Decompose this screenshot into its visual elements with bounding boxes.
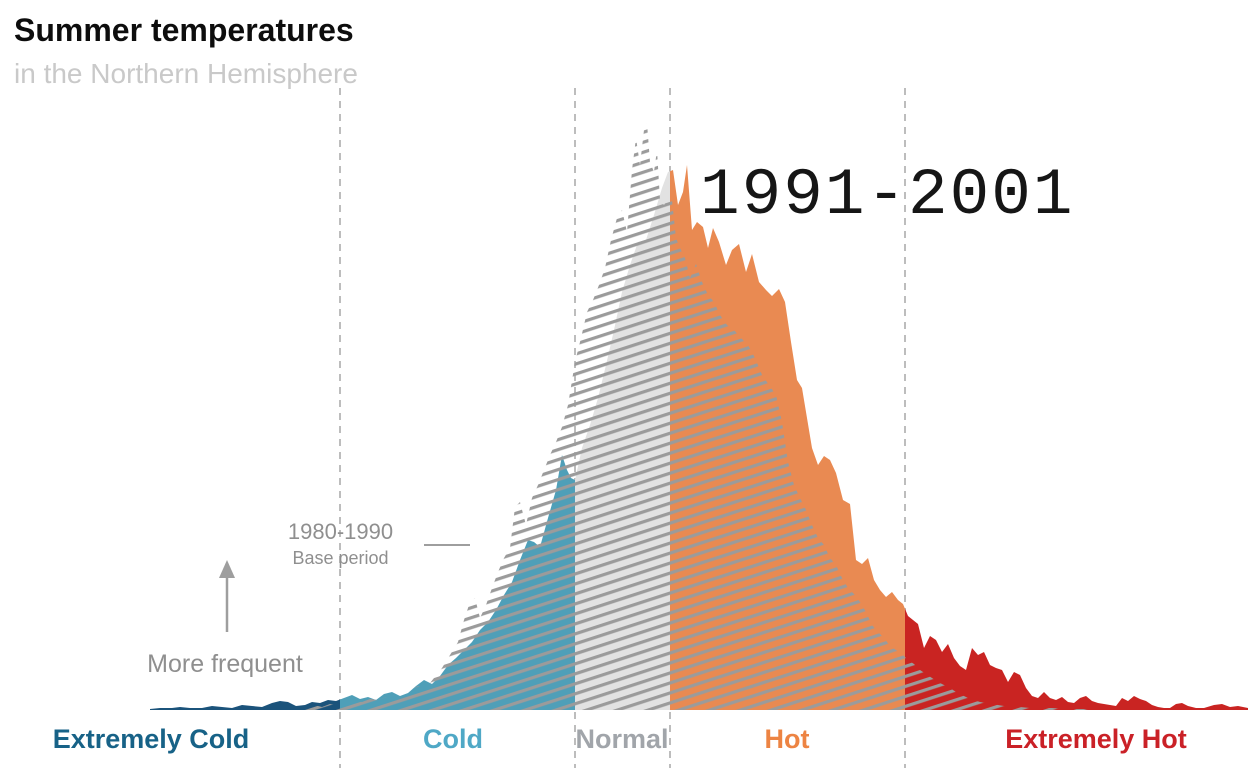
current-distribution-extremely-hot xyxy=(905,608,1248,710)
more-frequent-label: More frequent xyxy=(147,650,303,678)
current-distribution-extremely-cold xyxy=(150,699,340,710)
base-period-years: 1980-1990 xyxy=(287,519,394,544)
base-period-caption: Base period xyxy=(292,547,389,568)
page-title: Summer temperatures xyxy=(14,12,354,48)
zone-label-cold: Cold xyxy=(423,724,483,754)
base-period-distribution xyxy=(298,123,1100,710)
zone-label-hot: Hot xyxy=(764,724,810,754)
zone-label-extremely-cold: Extremely Cold xyxy=(52,724,250,754)
base-period-annotation: 1980-1990 Base period xyxy=(258,518,423,570)
zone-label-extremely-hot: Extremely Hot xyxy=(1005,724,1187,754)
page-subtitle: in the Northern Hemisphere xyxy=(14,58,358,89)
zone-label-normal: Normal xyxy=(575,724,669,754)
up-arrow-head-icon xyxy=(219,560,235,578)
period-label: 1991-2001 xyxy=(700,158,1075,233)
